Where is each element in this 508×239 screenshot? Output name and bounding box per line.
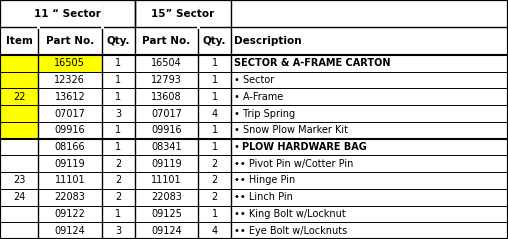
Text: 3: 3 — [115, 109, 121, 119]
Text: 1: 1 — [211, 58, 218, 68]
Text: Part No.: Part No. — [46, 36, 94, 46]
Text: 24: 24 — [13, 192, 25, 202]
Bar — [38, 55, 102, 72]
Bar — [0, 72, 38, 88]
Text: 12793: 12793 — [151, 75, 182, 85]
Text: 11101: 11101 — [54, 175, 85, 185]
Text: 07017: 07017 — [54, 109, 85, 119]
Text: 1: 1 — [211, 209, 218, 219]
Text: 2: 2 — [211, 192, 218, 202]
Text: Qty.: Qty. — [106, 36, 130, 46]
Text: •: • — [234, 142, 243, 152]
Text: 4: 4 — [211, 226, 218, 236]
Text: 16505: 16505 — [54, 58, 85, 68]
Text: 22083: 22083 — [151, 192, 182, 202]
Text: 1: 1 — [211, 92, 218, 102]
Text: PLOW HARDWARE BAG: PLOW HARDWARE BAG — [242, 142, 367, 152]
Text: 1: 1 — [115, 125, 121, 135]
Text: • Snow Plow Marker Kit: • Snow Plow Marker Kit — [234, 125, 348, 135]
Text: • Trip Spring: • Trip Spring — [234, 109, 295, 119]
Text: 22: 22 — [13, 92, 25, 102]
Text: Qty.: Qty. — [203, 36, 227, 46]
Text: 15” Sector: 15” Sector — [151, 9, 214, 19]
Text: 09916: 09916 — [151, 125, 182, 135]
Text: 13608: 13608 — [151, 92, 182, 102]
Text: •• King Bolt w/Locknut: •• King Bolt w/Locknut — [234, 209, 346, 219]
Text: •• Pivot Pin w/Cotter Pin: •• Pivot Pin w/Cotter Pin — [234, 159, 354, 169]
Text: SECTOR & A-FRAME CARTON: SECTOR & A-FRAME CARTON — [234, 58, 391, 68]
Text: Part No.: Part No. — [142, 36, 190, 46]
Text: 22083: 22083 — [54, 192, 85, 202]
Text: 09119: 09119 — [54, 159, 85, 169]
Text: Description: Description — [234, 36, 302, 46]
Text: 1: 1 — [211, 125, 218, 135]
Text: 08341: 08341 — [151, 142, 182, 152]
Bar — [0, 122, 38, 139]
Bar — [0, 55, 38, 72]
Text: 13612: 13612 — [54, 92, 85, 102]
Text: • Sector: • Sector — [234, 75, 274, 85]
Text: Item: Item — [6, 36, 33, 46]
Text: 09916: 09916 — [54, 125, 85, 135]
Text: 1: 1 — [115, 92, 121, 102]
Text: 1: 1 — [115, 58, 121, 68]
Text: 2: 2 — [211, 175, 218, 185]
Text: 12326: 12326 — [54, 75, 85, 85]
Text: 09124: 09124 — [151, 226, 182, 236]
Text: •• Linch Pin: •• Linch Pin — [234, 192, 293, 202]
Text: 23: 23 — [13, 175, 25, 185]
Text: •• Eye Bolt w/Locknuts: •• Eye Bolt w/Locknuts — [234, 226, 347, 236]
Text: 07017: 07017 — [151, 109, 182, 119]
Text: 1: 1 — [115, 75, 121, 85]
Text: 2: 2 — [115, 192, 121, 202]
Text: • A-Frame: • A-Frame — [234, 92, 283, 102]
Text: 16504: 16504 — [151, 58, 182, 68]
Text: 11101: 11101 — [151, 175, 182, 185]
Text: 09125: 09125 — [151, 209, 182, 219]
Text: 09124: 09124 — [54, 226, 85, 236]
Text: 2: 2 — [115, 159, 121, 169]
Text: 1: 1 — [211, 75, 218, 85]
Text: •• Hinge Pin: •• Hinge Pin — [234, 175, 295, 185]
Text: 08166: 08166 — [54, 142, 85, 152]
Text: 09122: 09122 — [54, 209, 85, 219]
Text: 2: 2 — [211, 159, 218, 169]
Bar — [0, 88, 38, 105]
Text: 11 “ Sector: 11 “ Sector — [34, 9, 101, 19]
Text: 1: 1 — [115, 209, 121, 219]
Text: 3: 3 — [115, 226, 121, 236]
Text: 09119: 09119 — [151, 159, 182, 169]
Text: 2: 2 — [115, 175, 121, 185]
Text: 1: 1 — [115, 142, 121, 152]
Text: 4: 4 — [211, 109, 218, 119]
Text: 1: 1 — [211, 142, 218, 152]
Bar — [0, 105, 38, 122]
